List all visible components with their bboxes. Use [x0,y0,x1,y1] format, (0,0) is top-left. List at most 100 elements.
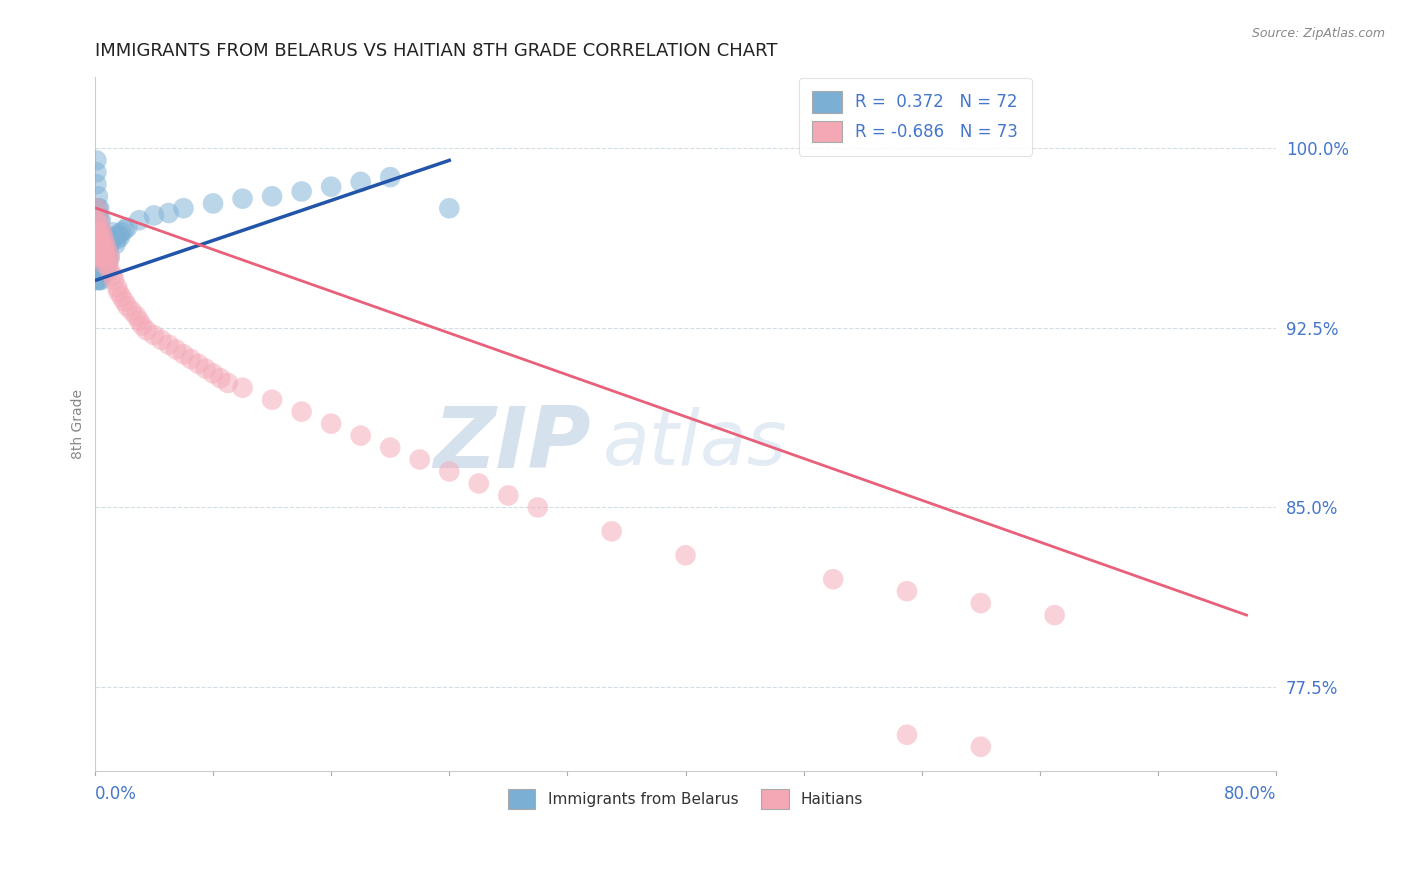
Point [90,261,112,276]
Point [87,189,110,203]
Point [173,347,195,361]
Point [87,213,110,227]
Point [87,201,110,215]
Point [321,179,343,194]
Point [89,213,111,227]
Point [262,392,284,407]
Point [291,185,314,199]
Point [91,225,114,239]
Point [173,201,195,215]
Point [86,201,108,215]
Point [86,225,108,239]
Y-axis label: 8th Grade: 8th Grade [72,389,86,458]
Point [114,294,136,309]
Point [89,261,111,276]
Point [87,273,110,287]
Point [409,452,432,467]
Point [98,249,121,263]
Point [202,367,225,381]
Point [96,237,118,252]
Point [380,170,402,185]
Point [380,441,402,455]
Point [202,196,225,211]
Point [86,213,108,227]
Point [89,242,111,256]
Point [98,252,121,266]
Point [97,242,120,256]
Point [439,201,461,215]
Point [90,273,112,287]
Point [96,242,118,256]
Point [86,261,108,276]
Point [100,232,122,246]
Point [90,225,112,239]
Point [217,376,239,390]
Point [143,328,166,343]
Point [94,266,117,280]
Point [86,273,108,287]
Point [86,153,108,168]
Point [87,261,110,276]
Point [468,476,491,491]
Point [91,227,114,242]
Point [350,175,373,189]
Point [232,192,254,206]
Point [94,249,117,263]
Point [108,230,131,244]
Point [232,381,254,395]
Point [527,500,550,515]
Point [91,261,114,276]
Text: ZIP: ZIP [433,403,591,486]
Point [93,237,115,252]
Point [128,213,150,227]
Point [89,201,111,215]
Point [896,584,918,599]
Point [93,244,115,259]
Point [103,273,125,287]
Point [89,237,111,252]
Point [87,249,110,263]
Point [498,488,520,502]
Point [125,309,148,323]
Point [87,225,110,239]
Point [93,261,115,276]
Point [180,351,202,366]
Point [291,405,314,419]
Point [86,249,108,263]
Point [96,253,118,268]
Point [143,208,166,222]
Point [91,252,114,266]
Text: 80.0%: 80.0% [1223,785,1277,803]
Point [86,165,108,179]
Point [104,237,127,252]
Point [321,417,343,431]
Point [350,428,373,442]
Point [600,524,623,539]
Point [823,572,845,586]
Point [93,249,115,263]
Point [93,232,115,246]
Point [105,232,128,246]
Point [89,249,111,263]
Point [150,333,173,347]
Point [86,178,108,192]
Point [90,235,112,249]
Point [101,268,124,283]
Point [91,249,114,263]
Point [107,227,129,242]
Legend: Immigrants from Belarus, Haitians: Immigrants from Belarus, Haitians [502,783,869,815]
Text: IMMIGRANTS FROM BELARUS VS HAITIAN 8TH GRADE CORRELATION CHART: IMMIGRANTS FROM BELARUS VS HAITIAN 8TH G… [96,42,778,60]
Point [87,225,110,239]
Point [128,314,150,328]
Point [675,549,697,563]
Point [87,249,110,263]
Point [157,206,180,220]
Point [135,323,157,337]
Point [86,213,108,227]
Point [970,739,993,754]
Point [107,285,129,299]
Point [86,201,108,215]
Point [94,242,117,256]
Point [209,371,232,385]
Point [98,263,121,277]
